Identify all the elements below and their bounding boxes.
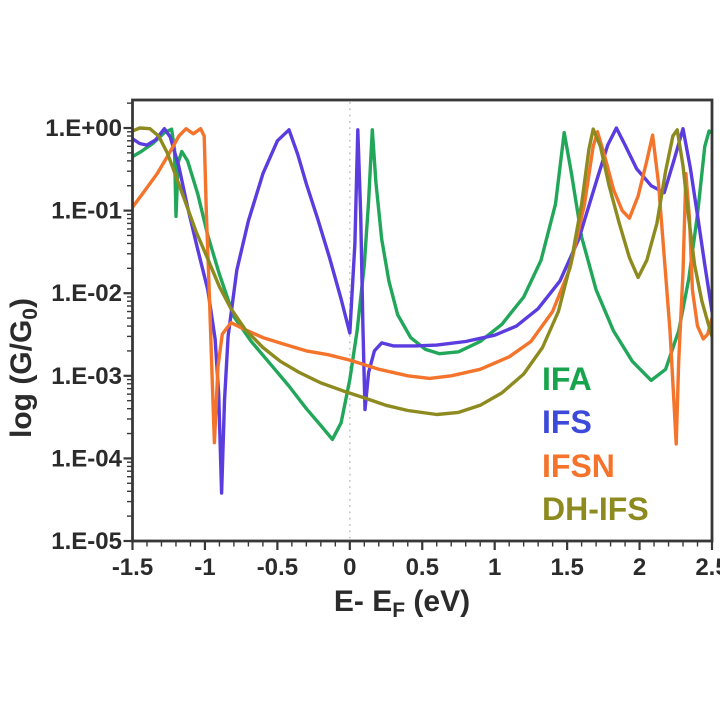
x-tick-label: -0.5 bbox=[257, 554, 298, 581]
y-tick-label: 1.E-01 bbox=[51, 198, 122, 225]
x-tick-label: 1.5 bbox=[550, 554, 583, 581]
curve-ifsn bbox=[132, 126, 712, 446]
y-tick-label: 1.E-04 bbox=[51, 445, 122, 472]
curve-ifs bbox=[132, 126, 712, 495]
x-tick-label: 2 bbox=[633, 554, 646, 581]
x-tick-label: 1 bbox=[488, 554, 501, 581]
legend-item-ifa: IFA bbox=[542, 361, 592, 397]
y-tick-label: 1.E-02 bbox=[51, 280, 122, 307]
x-tick-label: 0 bbox=[343, 554, 356, 581]
y-axis-title: log (G/G0) bbox=[5, 298, 42, 438]
x-tick-label: 0.5 bbox=[406, 554, 439, 581]
legend-item-ifs: IFS bbox=[542, 404, 592, 440]
x-tick-label: -1.5 bbox=[112, 554, 153, 581]
x-tick-label: -1 bbox=[194, 554, 215, 581]
curve-dh-ifs bbox=[132, 126, 712, 417]
x-axis-title: E- EF (eV) bbox=[334, 585, 470, 622]
legend-item-ifsn: IFSN bbox=[542, 448, 615, 484]
x-tick-label: 2.5 bbox=[695, 554, 720, 581]
legend-item-dh-ifs: DH-IFS bbox=[542, 491, 649, 527]
y-tick-label: 1.E-05 bbox=[51, 528, 122, 555]
y-tick-label: 1.E-03 bbox=[51, 363, 122, 390]
y-tick-label: 1.E+00 bbox=[45, 115, 122, 142]
curve-ifa bbox=[132, 127, 712, 442]
